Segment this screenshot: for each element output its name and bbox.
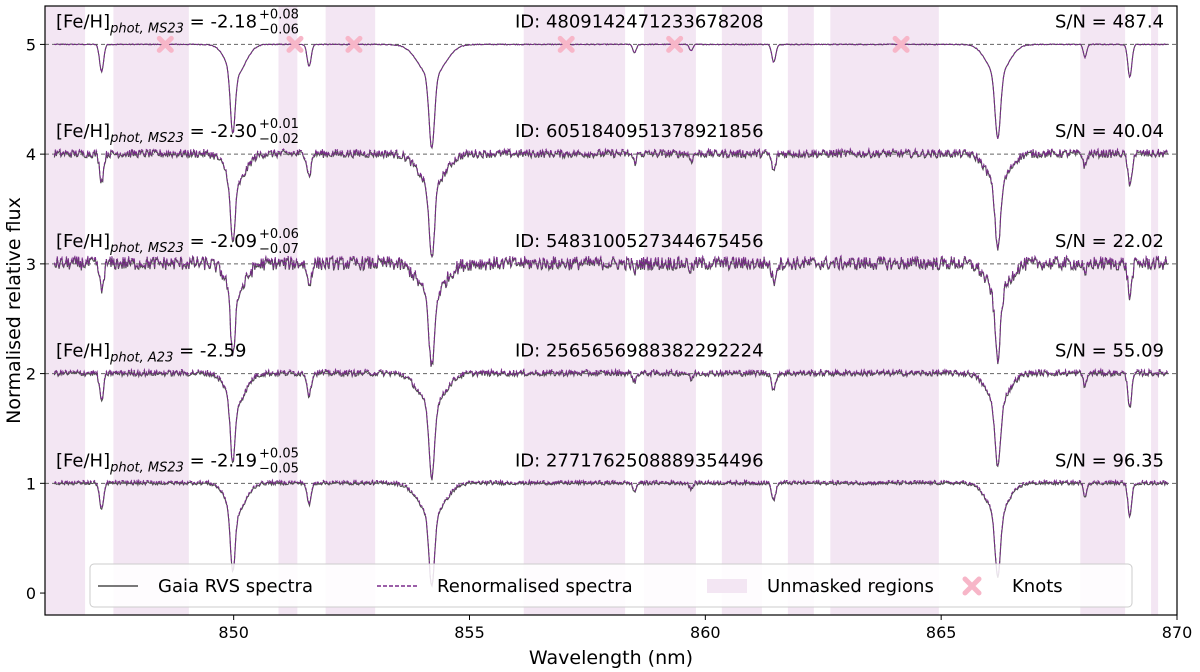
star-id-label: ID: 2565656988382292224 [515, 341, 764, 362]
metallicity-error-up: +0.08 [259, 7, 299, 22]
unmasked-region [830, 6, 939, 615]
x-tick-label: 865 [926, 623, 957, 642]
legend-label: Knots [1012, 576, 1063, 597]
metallicity-error-up: +0.05 [259, 446, 299, 461]
legend-label: Unmasked regions [767, 576, 934, 597]
gaia-rvs-spectrum [53, 368, 1169, 481]
star-id-label: ID: 6051840951378921856 [515, 121, 764, 142]
snr-label: S/N = 96.35 [1055, 450, 1164, 471]
star-id-label: ID: 4809142471233678208 [515, 11, 764, 32]
star-id-label: ID: 2771762508889354496 [515, 450, 764, 471]
legend-label: Gaia RVS spectra [158, 576, 313, 597]
metallicity-error-down: −0.02 [259, 132, 299, 147]
y-axis-label: Normalised relative flux [3, 197, 25, 424]
renormalised-spectrum [53, 254, 1169, 366]
x-tick-label: 855 [454, 623, 485, 642]
unmasked-region [721, 6, 762, 615]
unmasked-regions [45, 6, 1159, 615]
axes: 850 855 860 865 870 0 1 2 3 4 5 Wavelength (nm) Norm… [3, 35, 1192, 669]
legend: Gaia RVS spectra Renormalised spectra Unma… [89, 563, 1133, 608]
metallicity-label: [Fe/H]phot, MS23 = -2.09 [56, 231, 257, 256]
x-tick-label: 870 [1162, 623, 1193, 642]
knot-marker [286, 35, 304, 53]
y-tick-label: 4 [26, 145, 36, 164]
y-tick-label: 0 [26, 584, 36, 603]
knot-marker [892, 35, 910, 53]
star-id-label: ID: 5483100527344675456 [515, 231, 764, 252]
legend-box [89, 563, 1133, 608]
plot-frame [44, 5, 1178, 616]
x-axis-label: Wavelength (nm) [529, 647, 693, 669]
knot-markers [156, 35, 910, 53]
knot-marker [345, 35, 363, 53]
metallicity-error-up: +0.06 [259, 227, 299, 242]
unmasked-region [644, 6, 696, 615]
y-tick-label: 2 [26, 365, 36, 384]
snr-label: S/N = 487.4 [1055, 11, 1164, 32]
renormalised-spectrum [53, 146, 1169, 257]
x-tick-label: 850 [218, 623, 249, 642]
unmasked-region [787, 6, 814, 615]
metallicity-error-down: −0.06 [259, 22, 299, 37]
snr-label: S/N = 55.09 [1055, 341, 1164, 362]
unmasked-region [325, 6, 376, 615]
y-tick-label: 3 [26, 255, 36, 274]
metallicity-error-down: −0.05 [259, 461, 299, 476]
renormalised-spectrum [54, 478, 1169, 587]
unmasked-region [278, 6, 298, 615]
unmasked-region [1151, 6, 1159, 615]
knot-marker [666, 35, 684, 53]
knot-marker [156, 35, 174, 53]
metallicity-error-up: +0.01 [259, 117, 299, 132]
metallicity-label: [Fe/H]phot, MS23 = -2.18 [56, 11, 257, 36]
renormalised-spectrum [54, 43, 1168, 150]
snr-label: S/N = 22.02 [1055, 231, 1164, 252]
unmasked-region [1080, 6, 1126, 615]
legend-swatch [707, 579, 747, 593]
y-tick-label: 5 [26, 35, 36, 54]
metallicity-label: [Fe/H]phot, MS23 = -2.19 [56, 450, 257, 475]
y-tick-label: 1 [26, 474, 36, 493]
metallicity-error-down: −0.07 [259, 242, 299, 257]
unmasked-region [523, 6, 626, 615]
metallicity-label: [Fe/H]phot, MS23 = -2.30 [56, 121, 257, 146]
renormalised-spectrum [53, 367, 1169, 480]
unmasked-region [45, 6, 86, 615]
legend-swatch [962, 576, 982, 596]
knot-marker [557, 35, 575, 53]
snr-label: S/N = 40.04 [1055, 121, 1164, 142]
spectra-lines [53, 43, 1169, 588]
metallicity-label: [Fe/H]phot, A23 = -2.59 [56, 341, 246, 366]
series-annotations: [Fe/H]phot, MS23 = -2.18 +0.08−0.06 ID: 48… [56, 7, 1164, 476]
x-tick-label: 860 [690, 623, 721, 642]
unmasked-region [113, 6, 189, 615]
legend-label: Renormalised spectra [437, 576, 633, 597]
